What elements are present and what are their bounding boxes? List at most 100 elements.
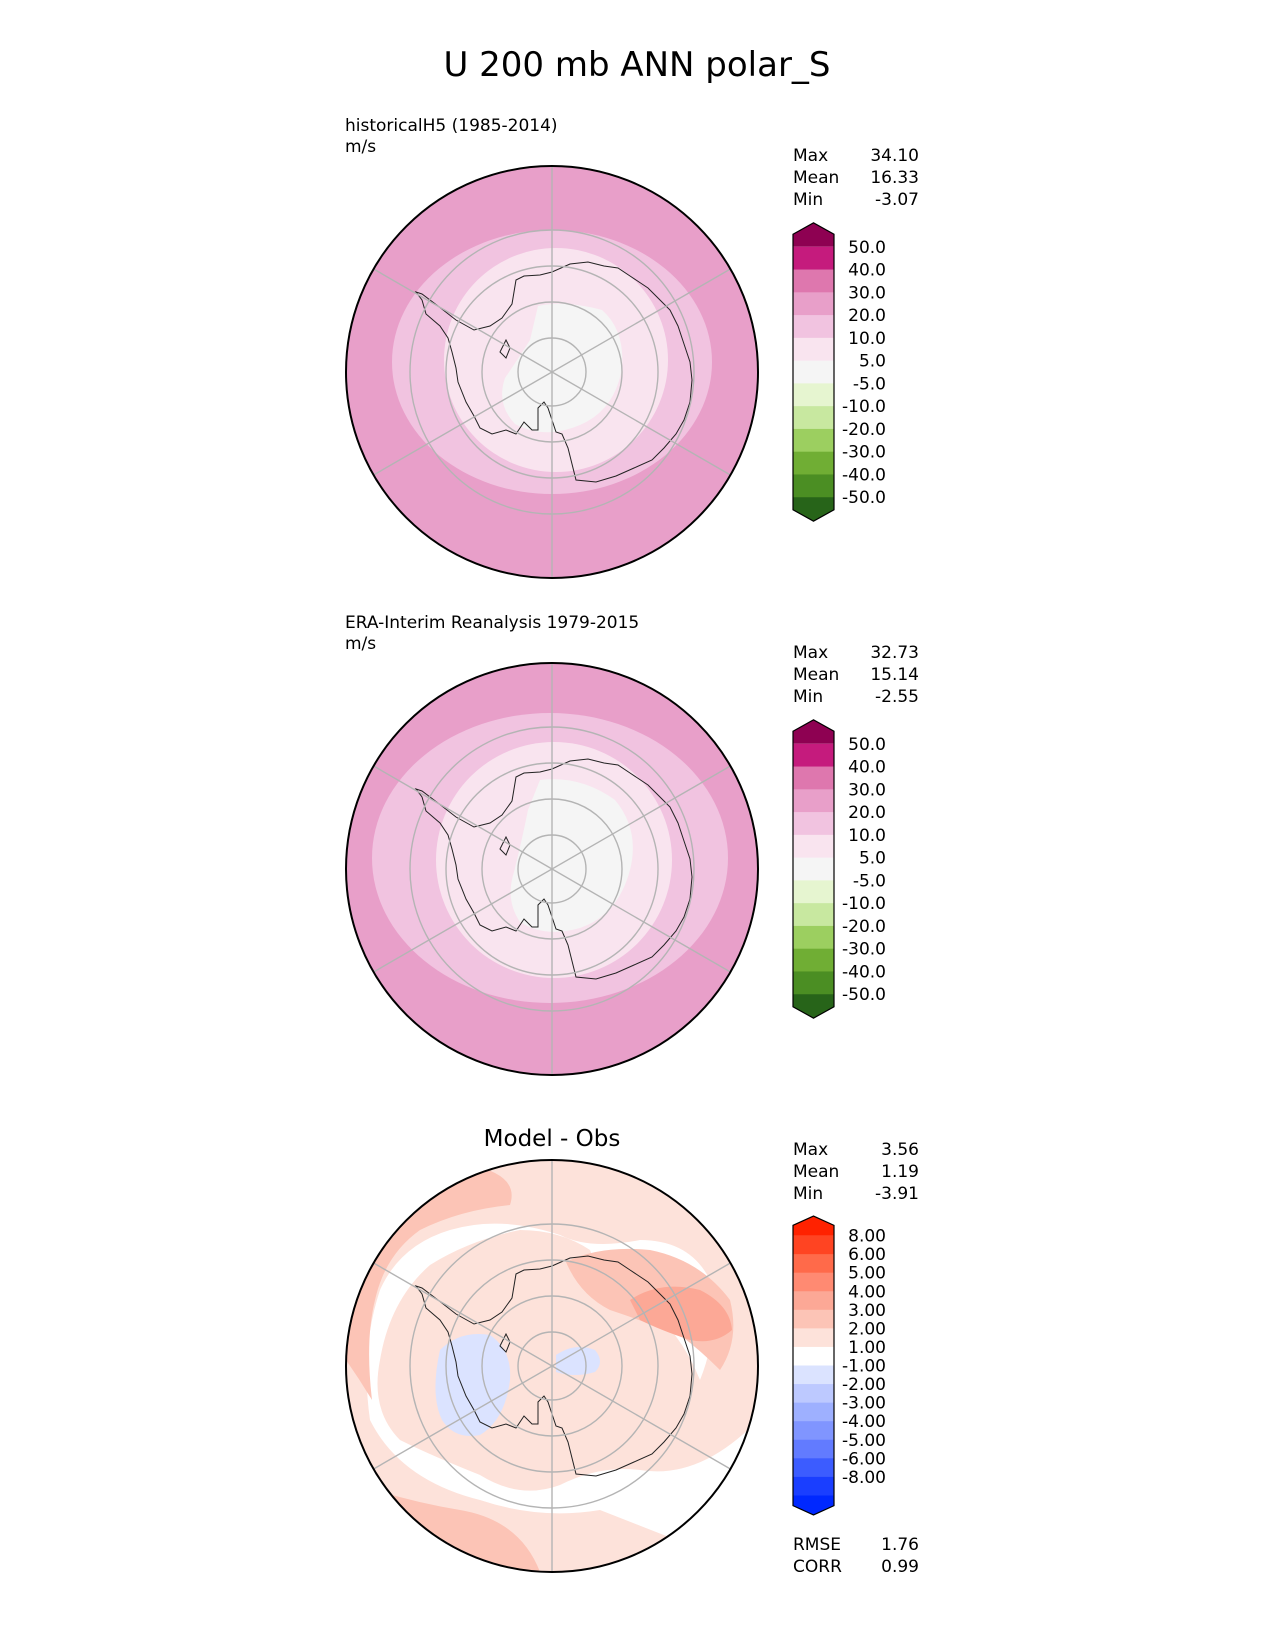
colorbar-outline	[792, 222, 835, 522]
stat-value: 16.33	[870, 168, 919, 188]
colorbar-tick-label: -50.0	[842, 488, 886, 508]
colorbar-segment	[793, 925, 834, 950]
stat-value: -3.91	[875, 1184, 919, 1204]
colorbar-segment	[793, 903, 834, 927]
colorbar-segment	[793, 1216, 834, 1236]
stat-label: Mean	[793, 1162, 839, 1182]
colorbar-tick-label: -3.00	[842, 1394, 886, 1414]
colorbar-tick-label: 6.00	[848, 1245, 886, 1265]
colorbar-tick-label: -30.0	[842, 443, 886, 463]
stat-value: 1.19	[881, 1162, 919, 1182]
colorbar-segment	[793, 834, 834, 859]
stat-label: Max	[793, 1140, 828, 1160]
colorbar-segment	[793, 383, 834, 407]
map-obs	[345, 662, 759, 1076]
colorbar-tick-label: -4.00	[842, 1412, 886, 1432]
colorbar-segment	[793, 474, 834, 498]
panel-model: historicalH5 (1985-2014) m/s Max 34.10 M…	[345, 116, 919, 579]
map-border	[345, 165, 759, 579]
colorbar-model: 50.0 40.030.0 20.0 10.0 5.0-5.0 -10.0 -20.0 -30…	[792, 222, 886, 522]
colorbar-segment	[793, 1458, 834, 1478]
colorbar-segment	[793, 1254, 834, 1274]
colorbar-tick-label: -50.0	[842, 985, 886, 1005]
colorbar-tick-label: -40.0	[842, 465, 886, 485]
stat-value: 15.14	[870, 665, 919, 685]
field-band	[630, 1286, 732, 1342]
colorbar-tick-label: -10.0	[842, 894, 886, 914]
colorbar-segment	[793, 222, 834, 247]
panel-obs-title: ERA-Interim Reanalysis 1979-2015	[345, 613, 639, 633]
colorbar-segment	[793, 1384, 834, 1404]
colorbar-diff: 8.006.005.004.003.002.001.00-1.00-2.00-3…	[792, 1215, 886, 1516]
colorbar-segment	[793, 971, 834, 995]
metric-label: CORR	[793, 1557, 842, 1577]
panel-obs: ERA-Interim Reanalysis 1979-2015 m/s Max…	[345, 613, 919, 1076]
stat-label: Min	[793, 687, 823, 707]
colorbar-segment	[793, 1421, 834, 1441]
colorbar-tick-label: -5.0	[853, 871, 886, 891]
colorbar-segment	[793, 1346, 834, 1366]
colorbar-segment	[793, 451, 834, 475]
panel-obs-units: m/s	[345, 634, 376, 654]
field-band	[540, 1300, 555, 1357]
colorbar-segment	[793, 1235, 834, 1255]
panel-model-units: m/s	[345, 137, 376, 157]
colorbar-segment	[793, 880, 834, 904]
stat-value: -2.55	[875, 687, 919, 707]
colorbar-tick-label: -8.00	[842, 1468, 886, 1488]
colorbar-tick-label: 20.0	[848, 306, 886, 326]
map-border	[345, 1159, 759, 1573]
colorbar-segment	[793, 337, 834, 362]
colorbar-segment	[793, 315, 834, 339]
map-border	[345, 662, 759, 1076]
colorbar-outline	[792, 1215, 835, 1516]
stats-obs: Max 32.73 Mean 15.14 Min -2.55	[793, 643, 919, 707]
stat-label: Min	[793, 190, 823, 210]
colorbar-tick-label: 30.0	[848, 780, 886, 800]
colorbar-tick-label: 4.00	[848, 1282, 886, 1302]
stat-value: 3.56	[881, 1140, 919, 1160]
colorbar-segment	[793, 994, 834, 1019]
colorbar-tick-label: -5.0	[853, 374, 886, 394]
colorbar-segment	[793, 1476, 834, 1496]
colorbar-segment	[793, 360, 834, 384]
colorbar-tick-label: -6.00	[842, 1449, 886, 1469]
field-band	[556, 1346, 600, 1375]
colorbar-tick-label: -1.00	[842, 1357, 886, 1377]
colorbar-tick-label: 5.0	[859, 352, 886, 372]
colorbar-tick-label: 40.0	[848, 261, 886, 281]
stat-label: Mean	[793, 665, 839, 685]
colorbar-segment	[793, 1439, 834, 1459]
colorbar-tick-label: 8.00	[848, 1227, 886, 1247]
colorbar-tick-label: 30.0	[848, 283, 886, 303]
colorbar-segment	[793, 1328, 834, 1348]
colorbar-segment	[793, 948, 834, 972]
colorbar-segment	[793, 428, 834, 453]
colorbar-segment	[793, 857, 834, 881]
colorbar-segment	[793, 812, 834, 836]
colorbar-tick-label: -10.0	[842, 397, 886, 417]
colorbar-tick-label: 10.0	[848, 329, 886, 349]
panel-diff: Model - Obs Max 3.56 Mean 1.19 Min -3.91	[345, 1126, 919, 1577]
colorbar-segment	[793, 1495, 834, 1515]
colorbar-tick-label: 50.0	[848, 735, 886, 755]
metric-label: RMSE	[793, 1535, 841, 1555]
colorbar-tick-label: 20.0	[848, 803, 886, 823]
stat-label: Max	[793, 146, 828, 166]
colorbar-tick-label: -20.0	[842, 917, 886, 937]
colorbar-obs: 50.0 40.030.0 20.0 10.0 5.0-5.0 -10.0 -20.0 -30…	[792, 719, 886, 1019]
stats-diff: Max 3.56 Mean 1.19 Min -3.91	[793, 1140, 919, 1204]
panel-model-title: historicalH5 (1985-2014)	[345, 116, 558, 136]
panel-diff-title: Model - Obs	[484, 1126, 621, 1152]
colorbar-tick-label: -40.0	[842, 962, 886, 982]
map-model	[345, 165, 759, 579]
stat-value: 34.10	[870, 146, 919, 166]
colorbar-segment	[793, 766, 834, 790]
colorbar-segment	[793, 1272, 834, 1292]
colorbar-tick-label: -20.0	[842, 420, 886, 440]
colorbar-tick-label: 5.0	[859, 849, 886, 869]
colorbar-tick-label: -30.0	[842, 940, 886, 960]
colorbar-segment	[793, 1365, 834, 1385]
colorbar-segment	[793, 406, 834, 430]
